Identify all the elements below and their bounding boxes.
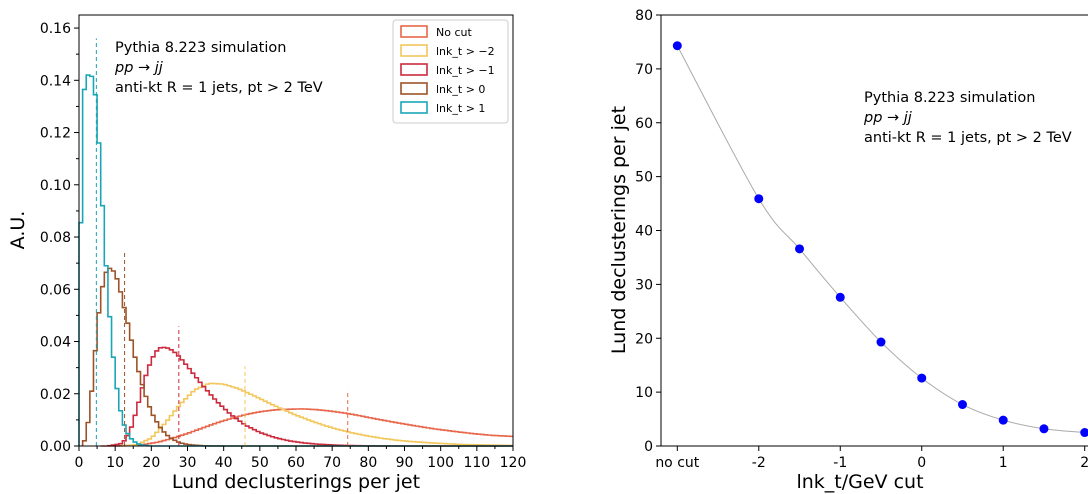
left-y-ticks: 0.00 0.02 0.04 0.06 0.08 0.10 0.12 0.14 0.16 [40, 21, 79, 455]
left-y-tick-label: 0.02 [40, 387, 71, 403]
left-x-tick-label: 60 [287, 455, 305, 471]
right-annotation-line-1: Pythia 8.223 simulation [864, 90, 1035, 106]
right-x-tick-label: 2 [1080, 455, 1088, 471]
right-annotation-line-3: anti-kt R = 1 jets, pt > 2 TeV [864, 130, 1072, 146]
data-point-7 [998, 415, 1008, 425]
data-point-0 [672, 41, 682, 51]
data-point-6 [957, 400, 967, 410]
legend-label-2: lnk_t > −1 [436, 64, 495, 77]
left-x-tick-label: 100 [427, 455, 454, 471]
right-x-ticks: no cut -2 -1 0 1 2 [655, 446, 1088, 471]
left-annotation-line-1: Pythia 8.223 simulation [115, 40, 286, 56]
left-x-tick-label: 10 [106, 455, 124, 471]
right-y-tick-label: 0 [644, 439, 653, 455]
left-y-tick-label: 0.14 [40, 73, 71, 89]
left-x-tick-label: 110 [463, 455, 490, 471]
left-y-tick-label: 0.00 [40, 439, 71, 455]
legend-label-3: lnk_t > 0 [436, 83, 485, 96]
left-annotation: Pythia 8.223 simulation pp → jj anti-kt … [114, 40, 323, 96]
left-y-tick-label: 0.06 [40, 282, 71, 298]
right-data-points [672, 41, 1088, 438]
left-x-tick-label: 70 [323, 455, 341, 471]
left-y-tick-label: 0.04 [40, 335, 71, 351]
data-point-2 [795, 244, 805, 254]
right-y-ticks: 0 10 20 30 40 50 60 70 80 [635, 8, 661, 455]
histogram-series-3 [81, 267, 513, 447]
left-x-tick-label: 50 [251, 455, 269, 471]
right-y-tick-label: 60 [635, 116, 653, 132]
legend-swatch-0 [400, 25, 428, 38]
left-annotation-line-2: pp → jj [114, 60, 164, 76]
right-y-tick-label: 20 [635, 331, 653, 347]
data-point-5 [917, 373, 927, 383]
data-point-4 [876, 337, 886, 347]
legend: No cut lnk_t > −2 lnk_t > −1 lnk_t > 0 lnk_t… [392, 19, 509, 124]
left-x-tick-label: 0 [75, 455, 84, 471]
right-x-tick-label: -2 [752, 455, 766, 471]
right-x-tick-label: 1 [999, 455, 1008, 471]
legend-label-1: lnk_t > −2 [436, 45, 495, 58]
legend-swatch-4 [400, 101, 428, 114]
right-x-tick-label: no cut [655, 455, 699, 471]
legend-swatch-2 [400, 63, 428, 76]
histogram-series-1 [121, 382, 513, 447]
right-y-tick-label: 40 [635, 224, 653, 240]
data-point-1 [754, 194, 764, 204]
data-point-9 [1080, 428, 1088, 438]
left-x-tick-label: 90 [396, 455, 414, 471]
right-y-tick-label: 50 [635, 170, 653, 186]
legend-swatch-3 [400, 82, 428, 95]
left-x-tick-label: 20 [142, 455, 160, 471]
histogram-series-0 [100, 408, 513, 447]
right-x-tick-label: 0 [917, 455, 926, 471]
left-x-tick-label: 40 [215, 455, 233, 471]
legend-label-0: No cut [436, 26, 472, 39]
left-y-axis-label: A.U. [7, 211, 29, 250]
data-point-8 [1039, 424, 1049, 434]
legend-swatch-1 [400, 44, 428, 57]
left-x-ticks: 0 10 20 30 40 50 60 70 80 90 100 110 120 [75, 446, 527, 471]
left-x-tick-label: 80 [359, 455, 377, 471]
right-annotation: Pythia 8.223 simulation pp → jj anti-kt … [863, 90, 1072, 146]
left-x-tick-label: 30 [179, 455, 197, 471]
left-y-tick-label: 0.10 [40, 178, 71, 194]
right-y-tick-label: 30 [635, 277, 653, 293]
right-y-tick-label: 10 [635, 385, 653, 401]
right-y-tick-label: 70 [635, 62, 653, 78]
left-y-tick-label: 0.16 [40, 21, 71, 37]
right-plot-frame [660, 14, 1088, 447]
left-annotation-line-3: anti-kt R = 1 jets, pt > 2 TeV [115, 80, 323, 96]
right-x-axis-label: lnk_t/GeV cut [796, 471, 923, 493]
data-point-3 [835, 292, 845, 302]
right-scatter-panel: no cut -2 -1 0 1 2 0 10 20 30 40 50 60 70 80 lnk_t/Ge… [608, 8, 1088, 493]
left-y-tick-label: 0.08 [40, 230, 71, 246]
left-mean-lines [95, 38, 349, 446]
right-x-tick-label: -1 [833, 455, 847, 471]
right-annotation-line-2: pp → jj [863, 110, 913, 126]
left-series-group [78, 74, 513, 447]
right-y-tick-label: 80 [635, 8, 653, 24]
legend-label-4: lnk_t > 1 [436, 102, 485, 115]
left-y-tick-label: 0.12 [40, 126, 71, 142]
left-x-axis-label: Lund declusterings per jet [172, 471, 420, 493]
right-y-axis-label: Lund declusterings per jet [608, 106, 630, 354]
left-x-tick-label: 120 [500, 455, 527, 471]
left-histogram-panel: 0 10 20 30 40 50 60 70 80 90 100 110 120 0.000.020.0… [7, 14, 527, 493]
